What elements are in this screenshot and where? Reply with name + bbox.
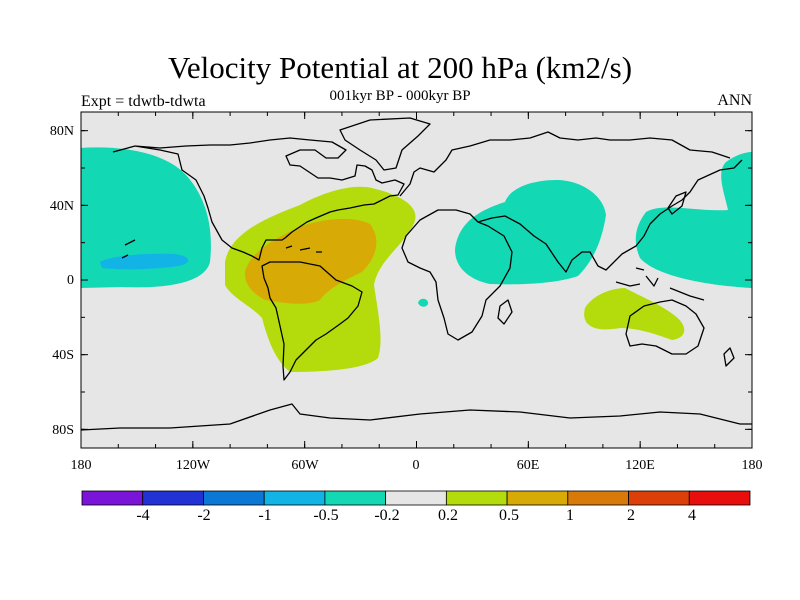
coastline-europe	[399, 131, 731, 197]
lon-tick-label: 180	[741, 458, 763, 473]
lon-tick-label: 120E	[625, 458, 655, 473]
colorbar-swatch	[506, 490, 569, 506]
colorbar-label: 4	[688, 507, 696, 524]
map-background	[81, 112, 752, 448]
colorbar-swatch	[688, 490, 751, 506]
colorbar-label: 1	[566, 507, 574, 524]
coastline-south-america	[261, 261, 363, 381]
contour-neg-pacific-east	[81, 147, 211, 288]
coastline-greenland	[339, 117, 431, 171]
colorbar-swatch	[142, 490, 204, 506]
contour-pos-indian	[584, 288, 685, 340]
coastline-antarctica	[81, 403, 752, 431]
coastline-caribbean	[285, 245, 322, 253]
contour-neg-atlantic-small	[418, 298, 429, 307]
lon-tick-label: 0	[412, 458, 420, 473]
lon-tick-label: 180	[70, 458, 92, 473]
colorbar-swatch	[81, 490, 144, 506]
contour-fills	[81, 147, 752, 372]
lon-tick-label: 120W	[175, 458, 211, 473]
coastlines	[81, 117, 752, 431]
colorbar-label: 0.2	[438, 507, 458, 524]
colorbar-swatch	[324, 490, 387, 506]
coastline-africa	[401, 209, 513, 341]
colorbar-label: 2	[627, 507, 635, 524]
colorbar-swatch	[385, 490, 447, 506]
lat-tick-label: 40S	[52, 348, 74, 363]
coastline-maritime	[615, 267, 705, 301]
colorbar-swatch	[263, 490, 326, 506]
colorbar-swatch	[628, 490, 690, 506]
coastline-alaska-arc	[121, 239, 136, 259]
map-title: Velocity Potential at 200 hPa (km2/s)	[167, 50, 633, 85]
colorbar-swatch	[203, 490, 265, 506]
coastline-north-america	[112, 137, 405, 261]
coastline-australia	[625, 299, 705, 355]
colorbar-label: -4	[136, 507, 150, 524]
contour-neg-pacific-west	[635, 152, 752, 288]
colorbar-label: -0.5	[313, 507, 339, 524]
lat-tick-label: 80N	[49, 124, 74, 139]
map-subtitle: 001kyr BP - 000kyr BP	[329, 88, 471, 104]
coastline-asia	[477, 159, 743, 273]
colorbar-label: -1	[258, 507, 272, 524]
experiment-label: Expt = tdwtb-tdwta	[81, 93, 206, 110]
coastline-madagascar	[497, 299, 513, 325]
lat-tick-label: 80S	[52, 423, 74, 438]
tick-marks	[80, 112, 753, 448]
lat-tick-label: 0	[67, 273, 74, 288]
season-label: ANN	[717, 92, 752, 109]
lat-tick-label: 40N	[49, 199, 74, 214]
coastline-japan	[667, 191, 687, 215]
colorbar-label: -2	[197, 507, 211, 524]
lon-tick-label: 60E	[516, 458, 540, 473]
colorbar-swatch	[567, 490, 629, 506]
colorbar	[81, 490, 751, 506]
colorbar-swatch	[445, 490, 508, 506]
colorbar-label: -0.2	[374, 507, 400, 524]
lon-tick-label: 60W	[291, 458, 319, 473]
coastline-new-zealand	[723, 347, 735, 367]
colorbar-label: 0.5	[499, 507, 519, 524]
